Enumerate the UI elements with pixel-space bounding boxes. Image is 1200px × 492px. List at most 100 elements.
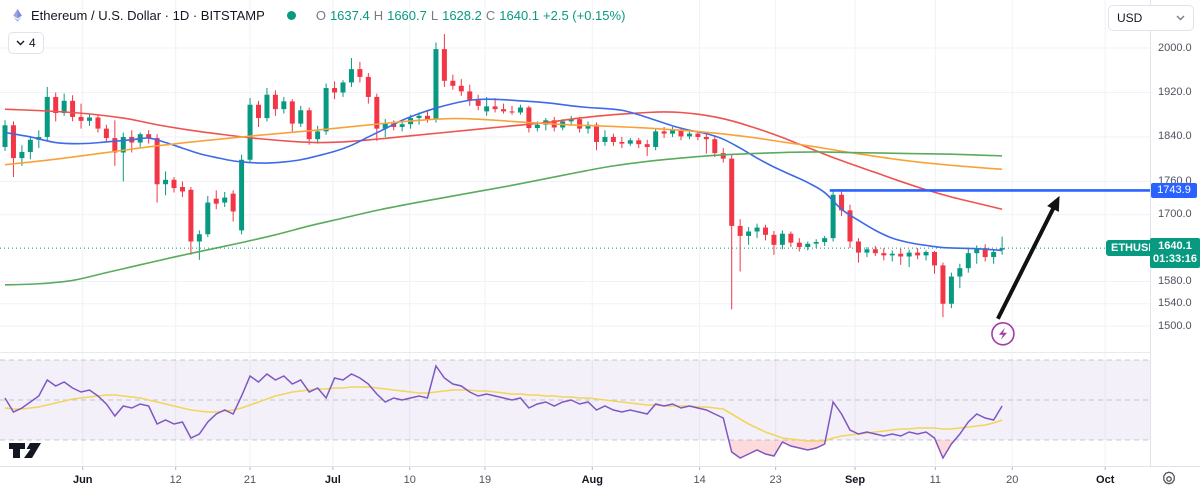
open-value: 1637.4: [329, 8, 370, 23]
candle-body: [475, 100, 481, 106]
candle-body: [636, 140, 642, 145]
candle-body: [720, 153, 726, 159]
ma-red: [4, 108, 1003, 211]
last-price-tag: 1640.1 01:33:16: [1150, 238, 1200, 269]
last-price-value: 1640.1: [1158, 240, 1192, 253]
candle-body: [205, 202, 211, 235]
candle-body: [982, 248, 988, 258]
collapse-count: 4: [29, 36, 36, 50]
candle-body: [813, 242, 819, 244]
trend-arrow-head: [1047, 195, 1060, 212]
candle-body: [695, 133, 701, 137]
candle-body: [492, 106, 498, 110]
candle-body: [661, 131, 667, 134]
time-tick-label: Jun: [72, 474, 93, 486]
candle-body: [323, 88, 329, 132]
candle-body: [737, 225, 743, 236]
candle-body: [517, 107, 523, 113]
candle-body: [940, 265, 946, 304]
pane-separator[interactable]: [0, 352, 1150, 353]
price-tick-label: 1500.0: [1158, 319, 1192, 332]
candle-body: [70, 100, 76, 117]
candle-body: [501, 109, 507, 112]
candle-body: [458, 85, 464, 92]
candle-body: [61, 100, 67, 114]
candle-body: [923, 252, 929, 256]
candle-body: [103, 128, 109, 139]
high-value: 1660.7: [387, 8, 427, 23]
candle-body: [974, 248, 980, 254]
price-tick-label: 1580.0: [1158, 275, 1192, 288]
candle-body: [87, 117, 92, 121]
candle-body: [686, 133, 692, 137]
last-price-symbol-tag: ETHUSD: [1106, 240, 1162, 257]
candle-body: [746, 231, 752, 236]
candle-body: [179, 187, 185, 192]
candle-body: [864, 249, 870, 253]
candle-body: [120, 136, 126, 153]
candle-body: [44, 96, 50, 137]
candle-body: [239, 159, 245, 231]
candle-body: [855, 241, 861, 253]
candle-body: [450, 80, 456, 86]
price-tick-label: 1840.0: [1158, 130, 1192, 143]
low-label: L: [430, 8, 439, 23]
lightning-icon: [998, 327, 1007, 340]
ethereum-icon: [13, 8, 22, 23]
high-label: H: [373, 8, 384, 23]
candle-body: [391, 123, 397, 127]
candle-body: [788, 233, 794, 243]
candle-body: [644, 144, 650, 147]
candle-body: [196, 234, 202, 242]
symbol-title: Ethereum / U.S. Dollar · 1D · BITSTAMP: [31, 8, 265, 23]
price-tick-label: 1700.0: [1158, 208, 1192, 221]
candle-body: [619, 141, 625, 144]
symbol-legend[interactable]: Ethereum / U.S. Dollar · 1D · BITSTAMP O…: [10, 8, 625, 23]
rsi-line: [4, 364, 1003, 460]
candle-body: [247, 104, 253, 160]
candle-body: [847, 210, 853, 242]
tradingview-logo[interactable]: [8, 441, 46, 460]
candle-body: [374, 96, 380, 129]
chevron-down-icon: [16, 40, 25, 46]
ray-price-tag: 1743.9: [1151, 182, 1197, 198]
candle-body: [348, 69, 354, 83]
candle-body: [467, 91, 473, 101]
ma-blue: [4, 98, 1003, 252]
candle-body: [965, 253, 971, 269]
candle-body: [146, 134, 152, 139]
candle-body: [441, 49, 447, 81]
candle-body: [594, 124, 599, 142]
ohlc-readout: O 1637.4 H 1660.7 L 1628.2 C 1640.1 +2.5 (+0…: [316, 8, 626, 23]
time-tick-label: 10: [403, 474, 416, 486]
candle-body: [881, 253, 887, 256]
candle-body: [670, 130, 676, 134]
time-tick-label: 12: [169, 474, 182, 486]
candle-body: [315, 131, 321, 140]
candle-body: [10, 125, 16, 159]
rsi-ma-line: [4, 386, 1003, 442]
candle-body: [526, 107, 532, 129]
candle-body: [154, 138, 160, 185]
time-tick-label: Oct: [1096, 474, 1115, 486]
candle-body: [27, 139, 33, 152]
lightning-marker-circle[interactable]: [991, 321, 1015, 346]
candle-body: [399, 124, 405, 127]
candle-body: [509, 111, 515, 113]
candle-body: [577, 119, 583, 129]
open-label: O: [315, 8, 326, 23]
indicators-collapse-chip[interactable]: 4: [8, 32, 44, 54]
time-tick-label: 14: [693, 474, 706, 486]
time-axis-separator: [0, 466, 1200, 467]
time-tick-label: 19: [478, 474, 492, 486]
candle-body: [999, 248, 1005, 250]
candle-body: [365, 76, 371, 97]
currency-selector-button[interactable]: USD: [1108, 5, 1194, 31]
candle-body: [957, 268, 963, 277]
candle-body: [332, 88, 338, 93]
settings-gear-icon[interactable]: [1160, 470, 1178, 488]
candle-body: [585, 124, 591, 129]
candle-body: [932, 252, 937, 266]
trend-arrow[interactable]: [996, 202, 1058, 320]
